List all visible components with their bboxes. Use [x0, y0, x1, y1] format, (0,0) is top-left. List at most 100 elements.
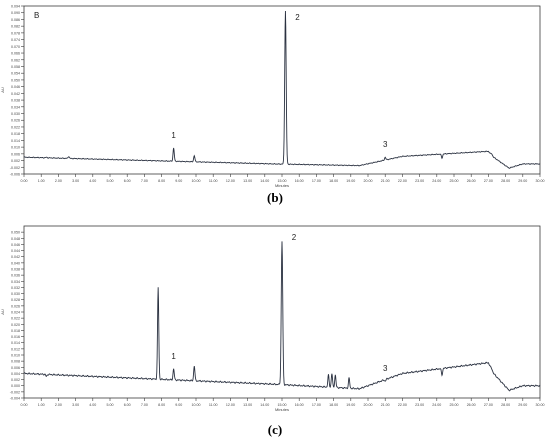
chart-b-y-tick-label-19: 0.018	[11, 132, 20, 136]
caption-c-text: (c)	[267, 422, 283, 437]
chromatogram-panel-b: 0.094 0.090 0.086 0.082 0.078 0.074 0.070 0.066…	[0, 0, 550, 212]
chart-c-x-tick-label-13: 13.00	[243, 403, 252, 407]
chart-b-y-tick-label-22: 0.006	[11, 152, 20, 156]
chart-c-x-tick-label-20: 20.00	[364, 403, 373, 407]
chart-c-y-tick-label-12: 0.026	[11, 304, 20, 308]
chart-c-y-tick-label-14: 0.022	[11, 317, 20, 321]
chart-b-y-tick-label-21: 0.010	[11, 146, 20, 150]
chromatogram-panel-c: 0.050 0.048 0.046 0.044 0.042 0.040 0.038 0.036…	[0, 220, 550, 441]
chart-b-x-tick-label-7: 7.00	[141, 179, 148, 183]
chart-c-x-tick-label-27: 27.00	[484, 403, 493, 407]
chart-b-y-tick-label-8: 0.062	[11, 58, 20, 62]
chart-c-x-tick-label-25: 25.00	[450, 403, 459, 407]
chart-c-y-tick-label-7: 0.036	[11, 274, 20, 278]
chart-c-x-tick-label-6: 6.00	[124, 403, 131, 407]
chart-b-x-tick-label-30: 30.00	[536, 179, 545, 183]
chart-b-y-tick-label-23: 0.002	[11, 159, 20, 163]
chart-c-y-tick-label-0: 0.050	[11, 231, 20, 235]
chart-b-x-tick-label-2: 2.00	[55, 179, 62, 183]
chart-b-y-tick-label-1: 0.090	[11, 11, 20, 15]
chart-c-x-tick-label-0: 0.00	[21, 403, 28, 407]
chart-c-y-tick-label-22: 0.006	[11, 366, 20, 370]
chart-c-y-tick-label-19: 0.012	[11, 347, 20, 351]
chart-b-x-tick-label-25: 25.00	[450, 179, 459, 183]
chart-b-x-tick-label-6: 6.00	[124, 179, 131, 183]
chart-c-x-tick-label-16: 16.00	[295, 403, 304, 407]
chart-b-x-tick-label-26: 26.00	[467, 179, 476, 183]
chart-c-x-tick-label-4: 4.00	[89, 403, 96, 407]
chart-c-y-tick-label-23: 0.004	[11, 372, 20, 376]
chart-b-y-tick-label-25: -0.006	[10, 173, 20, 177]
chart-c-x-tick-label-18: 18.00	[329, 403, 338, 407]
chart-b-x-tick-label-4: 4.00	[89, 179, 96, 183]
chart-b-x-tick-label-24: 24.00	[432, 179, 441, 183]
chart-b-x-tick-label-16: 16.00	[295, 179, 304, 183]
chart-c-x-tick-label-14: 14.00	[260, 403, 269, 407]
chart-c-trace-line	[23, 241, 541, 392]
chart-b-y-tick-label-12: 0.046	[11, 85, 20, 89]
chart-b-x-tick-label-12: 12.00	[226, 179, 235, 183]
chart-c-y-tick-label-3: 0.044	[11, 249, 20, 253]
chart-c-svg: 0.050 0.048 0.046 0.044 0.042 0.040 0.038 0.036…	[0, 225, 545, 412]
chart-b-y-tick-label-14: 0.038	[11, 99, 20, 103]
chart-b-peak-label-3: 3	[383, 140, 388, 149]
chart-b-x-tick-label-28: 28.00	[501, 179, 510, 183]
chart-b-y-tick-label-0: 0.094	[11, 5, 20, 9]
chart-b-y-tick-label-7: 0.066	[11, 52, 20, 56]
chart-c-peak-label-2: 2	[292, 233, 297, 242]
chart-c-x-tick-label-21: 21.00	[381, 403, 390, 407]
chart-c-x-tick-label-15: 15.00	[278, 403, 287, 407]
chart-c-x-tick-label-29: 29.00	[518, 403, 527, 407]
chart-b-y-tick-label-6: 0.070	[11, 45, 20, 49]
chart-c-y-tick-label-17: 0.016	[11, 335, 20, 339]
chart-c-x-axis-label: Minutes	[275, 407, 289, 412]
chart-b-y-tick-label-3: 0.082	[11, 25, 20, 29]
chart-b-y-tick-label-24: -0.002	[10, 166, 20, 170]
chart-c-peak-label-1: 1	[171, 352, 176, 361]
chart-c-y-tick-label-26: -0.002	[10, 390, 20, 394]
chart-b-x-tick-label-0: 0.00	[21, 179, 28, 183]
chart-b-x-tick-label-21: 21.00	[381, 179, 390, 183]
chart-b-x-tick-label-22: 22.00	[398, 179, 407, 183]
chart-c-x-tick-label-7: 7.00	[141, 403, 148, 407]
chart-b-y-tick-label-17: 0.026	[11, 119, 20, 123]
chart-b-x-tick-label-19: 19.00	[346, 179, 355, 183]
chart-b-y-tick-label-10: 0.054	[11, 72, 20, 76]
chart-c-y-tick-label-15: 0.020	[11, 323, 20, 327]
chart-b-x-tick-label-8: 8.00	[158, 179, 165, 183]
chart-b-x-tick-label-1: 1.00	[38, 179, 45, 183]
chart-c-y-tick-label-16: 0.018	[11, 329, 20, 333]
chart-b-x-tick-label-20: 20.00	[364, 179, 373, 183]
chart-c-y-tick-label-21: 0.008	[11, 360, 20, 364]
chart-b-peak-label-2: 2	[295, 13, 300, 22]
chart-b-y-tick-label-13: 0.042	[11, 92, 20, 96]
chart-b-y-tick-label-16: 0.030	[11, 112, 20, 116]
chart-c-x-tick-label-12: 12.00	[226, 403, 235, 407]
chart-c-y-tick-label-25: 0.000	[11, 384, 20, 388]
chart-c-x-tick-label-22: 22.00	[398, 403, 407, 407]
chart-c-y-tick-label-9: 0.032	[11, 286, 20, 290]
chart-c-y-tick-label-10: 0.030	[11, 292, 20, 296]
chart-c-x-tick-label-24: 24.00	[432, 403, 441, 407]
chart-c-x-tick-label-8: 8.00	[158, 403, 165, 407]
chart-c-x-tick-label-11: 11.00	[209, 403, 218, 407]
chart-b-x-tick-label-27: 27.00	[484, 179, 493, 183]
chart-c-x-tick-label-23: 23.00	[415, 403, 424, 407]
chart-c-x-tick-label-2: 2.00	[55, 403, 62, 407]
chart-b-x-tick-label-15: 15.00	[278, 179, 287, 183]
chart-c-x-tick-label-1: 1.00	[38, 403, 45, 407]
chart-c-x-tick-label-30: 30.00	[536, 403, 545, 407]
chart-b-x-tick-label-5: 5.00	[107, 179, 114, 183]
chart-c-x-tick-label-10: 10.00	[192, 403, 201, 407]
chart-b-x-tick-label-29: 29.00	[518, 179, 527, 183]
chart-c-y-tick-label-2: 0.046	[11, 243, 20, 247]
chart-b-plot-frame	[23, 5, 541, 175]
chart-b-trace-line	[23, 11, 541, 169]
chart-b-y-tick-label-5: 0.074	[11, 38, 20, 42]
chart-b-svg: 0.094 0.090 0.086 0.082 0.078 0.074 0.070 0.066…	[0, 5, 545, 189]
chart-c-y-tick-label-6: 0.038	[11, 268, 20, 272]
chart-b-x-tick-label-23: 23.00	[415, 179, 424, 183]
chart-b-y-tick-label-4: 0.078	[11, 31, 20, 35]
chart-b-y-tick-label-15: 0.034	[11, 105, 20, 109]
chart-c-x-tick-label-26: 26.00	[467, 403, 476, 407]
